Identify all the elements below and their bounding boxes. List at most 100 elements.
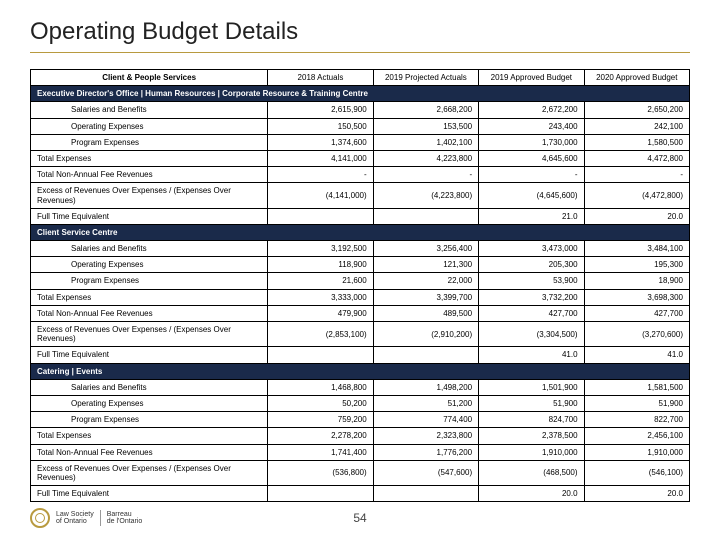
row-label: Salaries and Benefits xyxy=(31,241,268,257)
cell-value: 53,900 xyxy=(479,273,584,289)
cell-value: (546,100) xyxy=(584,460,689,485)
logo-text-fr: Barreau de l'Ontario xyxy=(107,511,143,525)
cell-value: 121,300 xyxy=(373,257,478,273)
logo-line1: Law Society xyxy=(56,511,94,518)
row-label: Total Expenses xyxy=(31,428,268,444)
header-main: Client & People Services xyxy=(31,70,268,86)
cell-value: 2,650,200 xyxy=(584,102,689,118)
cell-value: 1,730,000 xyxy=(479,134,584,150)
cell-value: 50,200 xyxy=(268,395,373,411)
cell-value: 1,581,500 xyxy=(584,379,689,395)
section-header: Catering | Events xyxy=(31,363,690,379)
row-label: Total Non-Annual Fee Revenues xyxy=(31,444,268,460)
cell-value: - xyxy=(479,167,584,183)
row-label: Total Non-Annual Fee Revenues xyxy=(31,305,268,321)
table-row: Operating Expenses118,900121,300205,3001… xyxy=(31,257,690,273)
table-row: Operating Expenses50,20051,20051,90051,9… xyxy=(31,395,690,411)
cell-value: 2,672,200 xyxy=(479,102,584,118)
cell-value: 3,473,000 xyxy=(479,241,584,257)
cell-value: 427,700 xyxy=(479,305,584,321)
fte-value: 41.0 xyxy=(479,347,584,363)
cell-value: 824,700 xyxy=(479,412,584,428)
row-label: Excess of Revenues Over Expenses / (Expe… xyxy=(31,183,268,208)
fte-value: 21.0 xyxy=(479,208,584,224)
cell-value: (2,910,200) xyxy=(373,322,478,347)
cell-value: 2,278,200 xyxy=(268,428,373,444)
page-footer: Law Society of Ontario Barreau de l'Onta… xyxy=(30,508,690,528)
fte-label: Full Time Equivalent xyxy=(31,486,268,502)
cell-value: 3,399,700 xyxy=(373,289,478,305)
cell-value: - xyxy=(268,167,373,183)
cell-value: 21,600 xyxy=(268,273,373,289)
cell-value: 759,200 xyxy=(268,412,373,428)
table-row: Total Expenses3,333,0003,399,7003,732,20… xyxy=(31,289,690,305)
fte-value xyxy=(373,486,478,502)
section-header: Executive Director's Office | Human Reso… xyxy=(31,86,690,102)
cell-value: 2,615,900 xyxy=(268,102,373,118)
table-row: Salaries and Benefits1,468,8001,498,2001… xyxy=(31,379,690,395)
cell-value: 51,900 xyxy=(479,395,584,411)
cell-value: 1,374,600 xyxy=(268,134,373,150)
row-label: Program Expenses xyxy=(31,412,268,428)
fte-value: 20.0 xyxy=(584,486,689,502)
table-row: Total Non-Annual Fee Revenues479,900489,… xyxy=(31,305,690,321)
cell-value: 242,100 xyxy=(584,118,689,134)
cell-value: (468,500) xyxy=(479,460,584,485)
logo-line2: of Ontario xyxy=(56,518,94,525)
cell-value: (4,645,600) xyxy=(479,183,584,208)
page-number: 54 xyxy=(353,511,366,525)
cell-value: 2,668,200 xyxy=(373,102,478,118)
cell-value: 150,500 xyxy=(268,118,373,134)
fte-value: 20.0 xyxy=(479,486,584,502)
cell-value: 243,400 xyxy=(479,118,584,134)
cell-value: 822,700 xyxy=(584,412,689,428)
row-label: Total Expenses xyxy=(31,150,268,166)
cell-value: 2,323,800 xyxy=(373,428,478,444)
cell-value: (2,853,100) xyxy=(268,322,373,347)
logo-line3: Barreau xyxy=(107,511,143,518)
cell-value: 118,900 xyxy=(268,257,373,273)
cell-value: (4,141,000) xyxy=(268,183,373,208)
table-row: Program Expenses1,374,6001,402,1001,730,… xyxy=(31,134,690,150)
cell-value: 4,645,600 xyxy=(479,150,584,166)
fte-value xyxy=(268,347,373,363)
footer-logo: Law Society of Ontario Barreau de l'Onta… xyxy=(30,508,142,528)
cell-value: 4,472,800 xyxy=(584,150,689,166)
row-label: Salaries and Benefits xyxy=(31,102,268,118)
cell-value: - xyxy=(373,167,478,183)
cell-value: 1,910,000 xyxy=(584,444,689,460)
cell-value: 479,900 xyxy=(268,305,373,321)
cell-value: 2,378,500 xyxy=(479,428,584,444)
cell-value: 427,700 xyxy=(584,305,689,321)
cell-value: - xyxy=(584,167,689,183)
cell-value: 3,698,300 xyxy=(584,289,689,305)
cell-value: (547,600) xyxy=(373,460,478,485)
table-row: Total Non-Annual Fee Revenues1,741,4001,… xyxy=(31,444,690,460)
cell-value: 3,192,500 xyxy=(268,241,373,257)
title-underline xyxy=(30,52,690,53)
fte-value xyxy=(373,208,478,224)
row-label: Operating Expenses xyxy=(31,118,268,134)
table-row: Total Expenses2,278,2002,323,8002,378,50… xyxy=(31,428,690,444)
header-col-1: 2019 Projected Actuals xyxy=(373,70,478,86)
row-label: Program Expenses xyxy=(31,273,268,289)
cell-value: (4,223,800) xyxy=(373,183,478,208)
row-label: Excess of Revenues Over Expenses / (Expe… xyxy=(31,460,268,485)
budget-table: Client & People Services 2018 Actuals 20… xyxy=(30,69,690,502)
cell-value: 51,900 xyxy=(584,395,689,411)
header-col-2: 2019 Approved Budget xyxy=(479,70,584,86)
cell-value: 1,498,200 xyxy=(373,379,478,395)
row-label: Excess of Revenues Over Expenses / (Expe… xyxy=(31,322,268,347)
table-row: Salaries and Benefits2,615,9002,668,2002… xyxy=(31,102,690,118)
cell-value: 1,776,200 xyxy=(373,444,478,460)
cell-value: (3,270,600) xyxy=(584,322,689,347)
row-label: Salaries and Benefits xyxy=(31,379,268,395)
logo-divider xyxy=(100,510,101,526)
fte-label: Full Time Equivalent xyxy=(31,347,268,363)
cell-value: 1,501,900 xyxy=(479,379,584,395)
fte-value: 41.0 xyxy=(584,347,689,363)
fte-row: Full Time Equivalent21.020.0 xyxy=(31,208,690,224)
row-label: Total Non-Annual Fee Revenues xyxy=(31,167,268,183)
logo-text-en: Law Society of Ontario xyxy=(56,511,94,525)
cell-value: 1,741,400 xyxy=(268,444,373,460)
